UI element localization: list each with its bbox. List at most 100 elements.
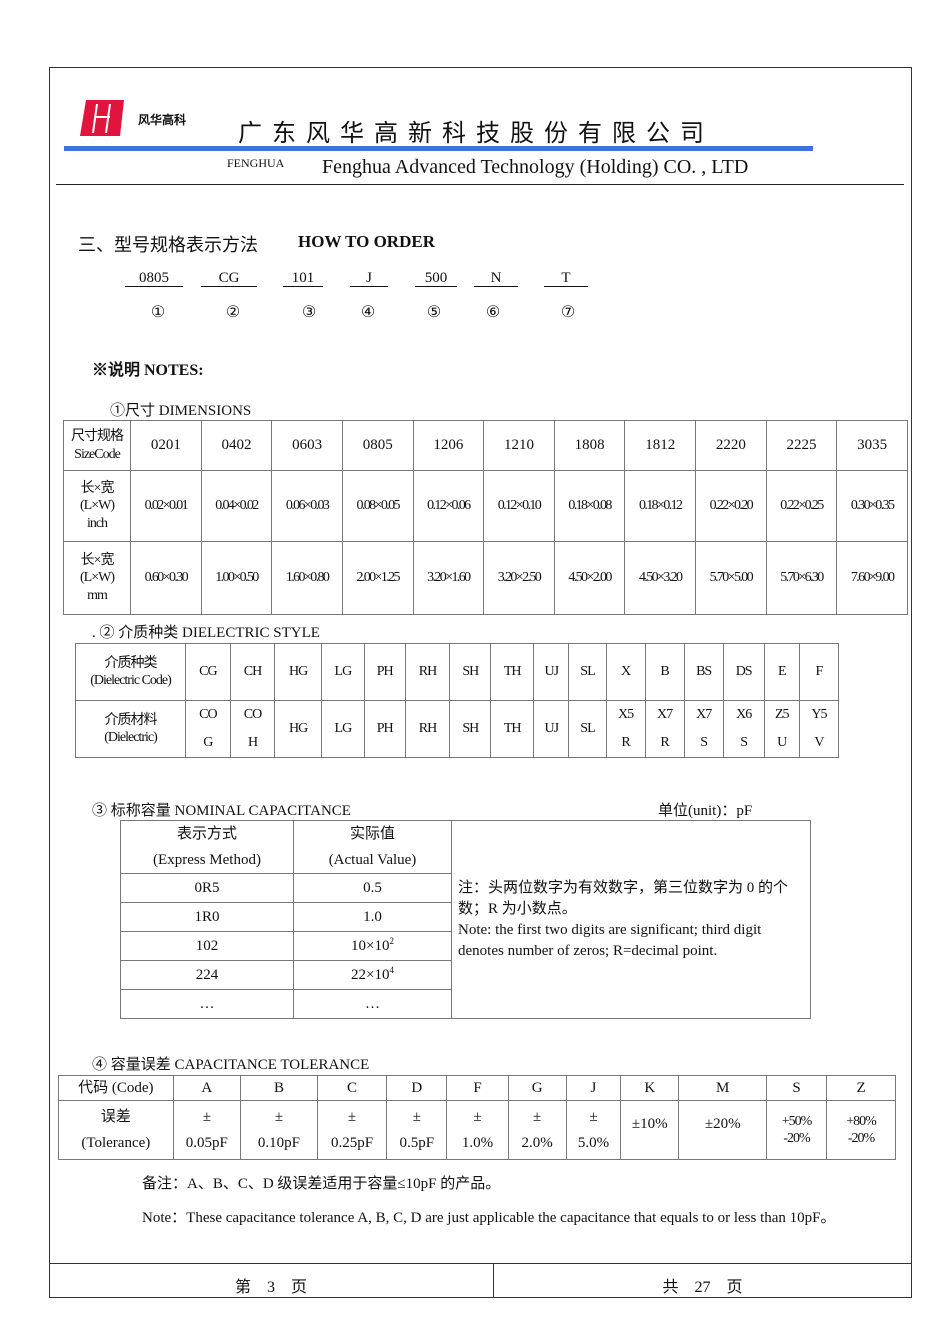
- cell-text: E: [777, 664, 787, 680]
- table-row: 0R5 0.5: [120, 873, 811, 903]
- page-total: 共 27 页: [662, 1279, 743, 1296]
- cell-text: Y5: [811, 707, 827, 722]
- cell-text: CG: [199, 664, 217, 680]
- cell-text: 4.50×3.20: [638, 570, 683, 586]
- cell-text: 注：头两位数字为有效数字，第三位数字为 0 的个数；R 为小数点。: [458, 879, 789, 917]
- table-cell: 4.50×3.20: [624, 541, 696, 615]
- company-name-cn: 广 东 风 华 高 新 科 技 股 份 有 限 公 司: [238, 121, 706, 147]
- table-cell: PH: [363, 643, 406, 701]
- cell-text: R: [621, 735, 630, 750]
- cell-text: mm: [87, 587, 108, 603]
- table-row: 尺寸规格 SizeCode 0201 0402 0603 0805 1206 1210 1808…: [63, 420, 908, 471]
- cell-text: (Tolerance): [81, 1135, 151, 1151]
- table-cell: F: [446, 1075, 509, 1101]
- cell-text: (Express Method): [153, 852, 261, 868]
- table-cell: S: [765, 1075, 828, 1101]
- table-cell: HG: [274, 700, 322, 758]
- cell-text: V: [814, 735, 824, 750]
- table-cell: 表示方式 (Express Method): [120, 820, 294, 874]
- table-row: 误差 (Tolerance) ±0.05pF ±0.10pF ±0.25pF ±0.5pF…: [58, 1100, 896, 1160]
- dimensions-table: 尺寸规格 SizeCode 0201 0402 0603 0805 1206 1210 1808…: [63, 420, 908, 615]
- table-cell: 0.22×0.20: [695, 470, 767, 542]
- table-cell: X: [605, 643, 646, 701]
- table-cell: 0.02×0.01: [130, 470, 202, 542]
- cell-text: UJ: [544, 664, 559, 680]
- table-cell: 1206: [412, 420, 485, 471]
- cell-text: 5.70×5.00: [709, 570, 754, 586]
- table-cell: K: [620, 1075, 680, 1101]
- cell-text: RH: [418, 721, 437, 736]
- cell-text: 0.10pF: [257, 1135, 300, 1151]
- brand-label: FENGHUA: [227, 156, 285, 170]
- table-cell: 误差 (Tolerance): [58, 1100, 174, 1160]
- cell-text: 0.60×0.30: [144, 570, 189, 586]
- cell-text: 3035: [857, 437, 888, 454]
- table-cell: F: [798, 643, 840, 701]
- company-name-en: Fenghua Advanced Technology (Holding) CO…: [322, 156, 749, 178]
- table-cell: 0.18×0.12: [624, 470, 696, 542]
- table-cell: 3.20×1.60: [412, 541, 485, 615]
- cell-text: (Actual Value): [328, 852, 417, 868]
- table-cell: 0.06×0.03: [271, 470, 343, 542]
- table-row: 长×宽 (L×W) inch 0.02×0.01 0.04×0.02 0.06×0.03 0…: [63, 470, 908, 542]
- cell-text: 1808: [574, 437, 605, 454]
- footer-divider: [49, 1263, 911, 1264]
- cell-text: S: [740, 735, 748, 750]
- cell-text: F: [473, 1079, 482, 1096]
- cell-text: 0.18×0.08: [568, 498, 612, 514]
- table-cell: C: [316, 1075, 388, 1101]
- cell-text: 102: [195, 937, 219, 954]
- tolerance-title: ④ 容量误差 CAPACITANCE TOLERANCE: [92, 1057, 370, 1073]
- cell-text: …: [199, 995, 215, 1012]
- cell-text: 0.5pF: [399, 1135, 435, 1151]
- cell-text: 0.05pF: [185, 1135, 228, 1151]
- table-cell: ±5.0%: [565, 1100, 622, 1160]
- table-cell: 1.00×0.50: [200, 541, 273, 615]
- cell-text: 0.22×0.20: [709, 498, 754, 514]
- cell-text: H: [247, 735, 258, 750]
- notes-title: ※说明 NOTES:: [92, 362, 204, 379]
- table-row: 介质材料 (Dielectric) CO G CO H HG LG PH RH SH TH UJ SL X5…: [75, 700, 840, 758]
- cell-text: 0.12×0.06: [427, 498, 471, 514]
- cell-text: 0.30×0.35: [850, 498, 895, 514]
- order-code: N: [474, 270, 518, 287]
- cell-text: (Dielectric): [104, 730, 158, 745]
- cell-text: (L×W): [80, 570, 115, 586]
- cell-text: B: [273, 1079, 284, 1096]
- dielectric-table: 介质种类 (Dielectric Code) CG CH HG LG PH RH SH TH UJ S…: [75, 643, 840, 758]
- cell-text: DS: [735, 664, 753, 680]
- capacitance-unit: 单位(unit)：pF: [658, 803, 753, 819]
- table-cell: X6 S: [722, 700, 765, 758]
- table-cell: 0.18×0.08: [553, 470, 626, 542]
- table-cell: +80% -20%: [826, 1100, 896, 1160]
- capacitance-title: ③ 标称容量 NOMINAL CAPACITANCE: [92, 803, 351, 819]
- cell-text: Z5: [774, 707, 790, 722]
- cell-text: 1.0: [363, 908, 382, 925]
- table-cell: TH: [490, 700, 535, 758]
- cell-text: 尺寸规格: [71, 429, 124, 444]
- order-number: ⑤: [426, 304, 442, 321]
- table-cell: 0.12×0.10: [483, 470, 555, 542]
- cell-text: 1.0%: [461, 1135, 494, 1151]
- cell-text: S: [700, 735, 708, 750]
- cell-text: inch: [86, 515, 108, 531]
- table-cell: 0.5: [293, 873, 452, 903]
- order-code: 101: [283, 270, 323, 287]
- table-cell: UJ: [533, 700, 570, 758]
- cell-text: 表示方式: [176, 826, 237, 842]
- cell-text: 代码 (Code): [78, 1079, 154, 1096]
- cell-text: Note: the first two digits are significa…: [458, 921, 762, 959]
- cell-text: (Dielectric Code): [90, 673, 172, 688]
- table-cell: 22×104: [293, 960, 452, 990]
- table-cell: 2225: [765, 420, 838, 471]
- cell-text: 22×10: [351, 967, 390, 984]
- table-cell: RH: [404, 643, 451, 701]
- order-number: ⑥: [485, 304, 501, 321]
- table-cell: 1.60×0.80: [271, 541, 343, 615]
- cell-text: C: [347, 1079, 358, 1096]
- table-row: 代码 (Code) A B C D F G J K M S Z: [58, 1075, 896, 1101]
- cell-text: ±: [202, 1109, 211, 1125]
- table-cell: 4.50×2.00: [553, 541, 626, 615]
- table-cell: …: [120, 989, 294, 1019]
- table-cell: A: [172, 1075, 241, 1101]
